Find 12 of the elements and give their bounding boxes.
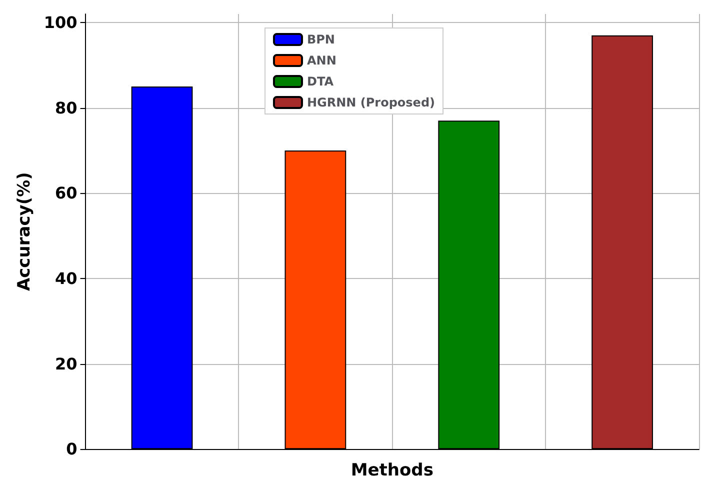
legend-label: BPN (306, 32, 335, 46)
y-tick-label: 20 (55, 354, 78, 374)
legend-label: ANN (306, 54, 336, 68)
y-tick-label: 0 (66, 440, 78, 459)
y-tick-label: 80 (55, 98, 78, 118)
x-axis-title: Methods (350, 460, 434, 480)
legend-label: HGRNN (Proposed) (306, 96, 436, 110)
y-tick-label: 100 (44, 13, 78, 32)
y-tick-label: 40 (55, 268, 78, 288)
y-tick-label: 60 (55, 184, 78, 203)
y-axis-title: Accuracy(%) (14, 172, 34, 292)
legend-label: DTA (306, 74, 334, 88)
